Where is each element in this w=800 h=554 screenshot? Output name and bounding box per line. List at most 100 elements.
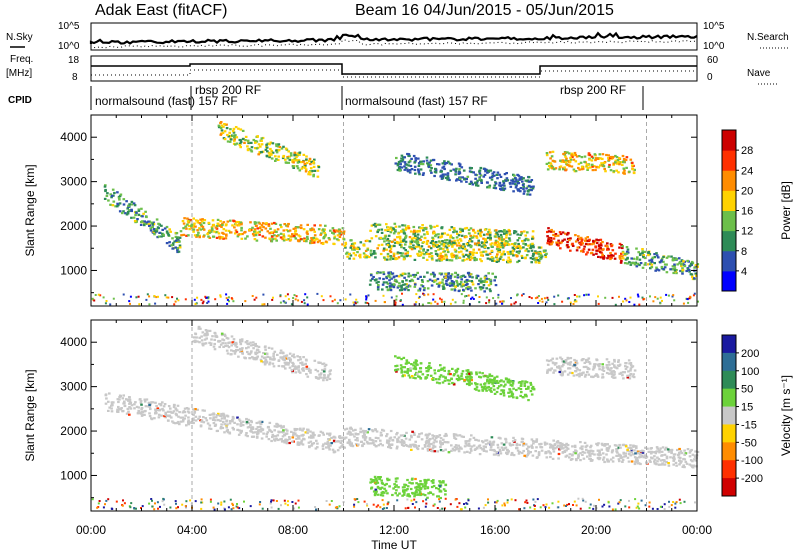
data-cell [671,257,675,260]
data-cell [290,369,294,372]
data-cell [516,233,519,236]
data-cell [335,440,338,443]
data-cell [458,244,462,247]
data-cell [235,345,239,349]
data-cell [583,451,586,454]
data-cell [465,287,468,290]
data-cell [342,232,346,235]
data-cell [246,139,250,142]
data-cell [473,387,477,391]
data-cell [486,257,490,260]
data-cell [488,299,491,302]
data-cell [643,263,647,266]
data-cell [331,448,335,451]
data-cell [425,440,429,443]
data-cell [250,350,253,353]
data-cell [513,302,516,305]
data-cell [482,250,485,253]
data-cell [240,229,243,232]
data-cell [447,272,450,275]
data-cell [398,492,401,495]
data-cell [388,444,391,447]
data-cell [537,452,541,455]
data-cell [366,302,369,304]
data-cell [444,489,447,492]
data-cell [155,296,158,299]
data-cell [273,429,276,432]
data-cell [486,442,490,445]
data-cell [439,437,443,440]
data-cell [395,257,399,260]
data-cell [566,237,570,240]
data-cell [254,351,257,354]
data-cell [644,456,648,459]
data-cell [680,263,683,266]
data-cell [630,451,634,454]
data-cell [171,247,174,250]
data-cell [300,161,303,164]
data-cell [427,163,430,166]
data-cell [196,229,199,232]
data-cell [688,451,692,454]
data-cell [635,447,638,450]
data-cell [344,246,347,249]
data-cell [270,231,274,234]
data-cell [421,173,425,176]
data-cell [130,209,133,213]
data-cell [417,289,420,292]
feature-band-1 [103,184,182,254]
data-cell [435,282,439,285]
data-cell [561,239,564,242]
data-cell [373,475,377,478]
data-cell [194,415,198,418]
data-cell [125,398,128,401]
data-cell [475,235,478,238]
data-cell [446,275,449,278]
data-cell [322,443,325,446]
data-cell [376,247,379,250]
data-cell [117,405,120,409]
data-cell [455,236,459,239]
data-cell [403,168,407,171]
data-cell [275,143,278,146]
data-cell [440,256,444,259]
data-cell [530,438,534,441]
data-cell [258,350,261,354]
data-cell [255,147,259,150]
data-cell [616,159,620,162]
data-cell [273,439,277,442]
data-cell [380,243,384,246]
data-cell [340,439,343,442]
data-cell [215,335,219,338]
data-cell [357,443,360,446]
data-cell [444,239,447,242]
data-cell [438,434,442,437]
data-cell [476,179,479,182]
data-cell [138,303,141,306]
data-cell [413,495,416,498]
data-cell [507,450,510,453]
data-cell [429,273,433,276]
data-cell [239,431,242,434]
data-cell [441,162,445,165]
data-cell [286,157,290,160]
data-cell [271,235,274,238]
data-cell [217,126,221,129]
data-cell [612,163,615,166]
data-cell [521,380,524,383]
data-cell [432,441,436,444]
data-cell [333,235,337,238]
data-cell [585,253,588,256]
data-cell [209,342,213,345]
data-cell [271,151,275,154]
data-cell [639,252,642,255]
data-cell [456,276,460,279]
data-cell [257,153,260,156]
data-cell [128,413,131,416]
data-cell [499,300,502,303]
data-cell [606,443,609,446]
data-cell [443,441,447,444]
data-cell [625,156,629,159]
data-cell [260,224,264,227]
data-cell [361,435,365,438]
